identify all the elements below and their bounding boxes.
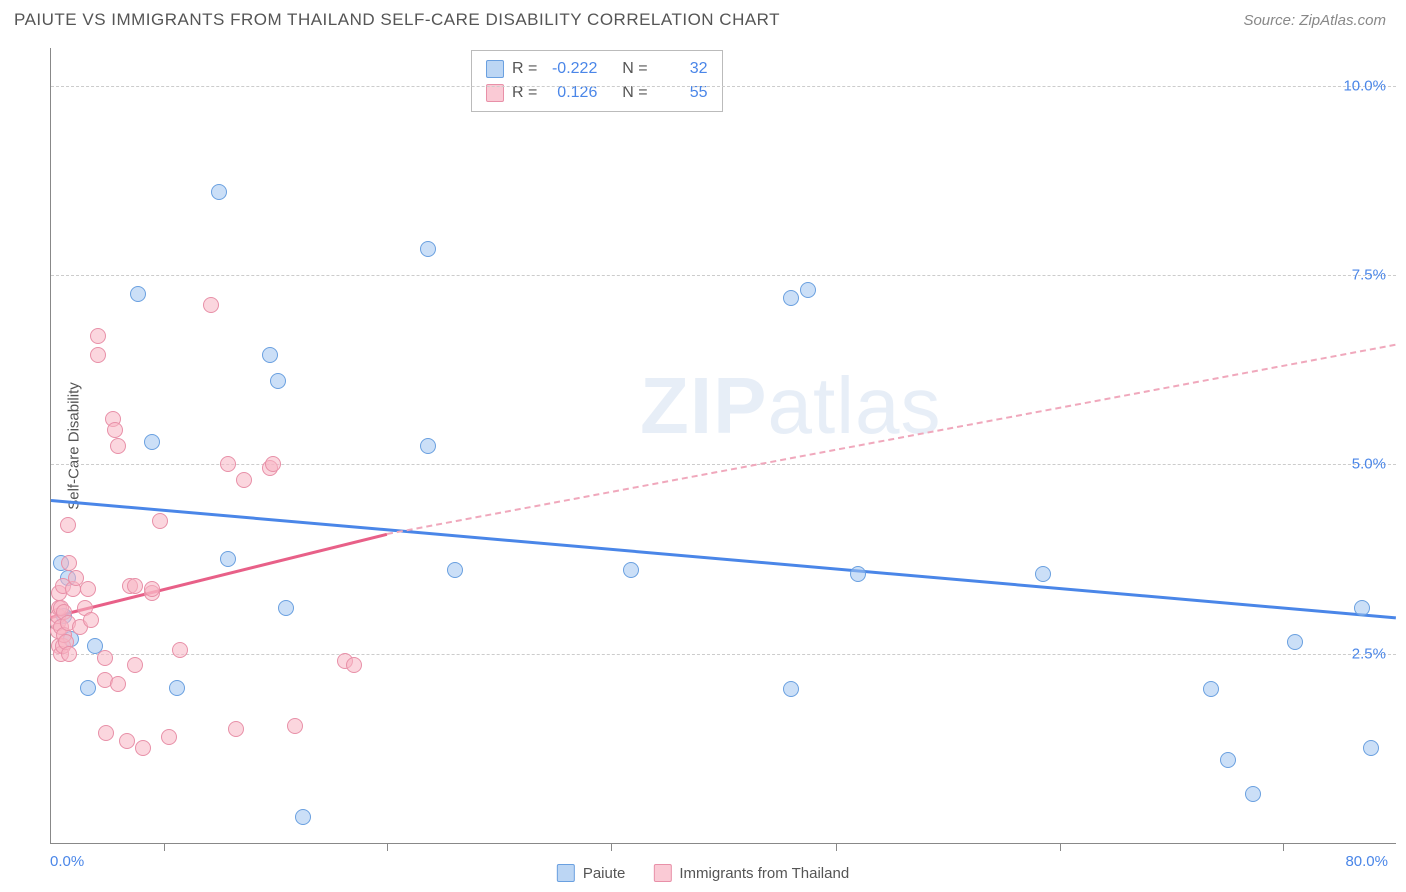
y-tick-label: 7.5% xyxy=(1352,267,1386,284)
data-point xyxy=(287,718,303,734)
x-tick xyxy=(1060,843,1061,851)
stats-row: R = -0.222 N = 32 xyxy=(486,57,708,81)
trend-line xyxy=(387,343,1396,534)
legend-item: Immigrants from Thailand xyxy=(653,864,849,882)
data-point xyxy=(623,562,639,578)
stats-row: R = 0.126 N = 55 xyxy=(486,81,708,105)
data-point xyxy=(98,725,114,741)
data-point xyxy=(61,555,77,571)
gridline xyxy=(51,464,1396,465)
stats-legend-box: R = -0.222 N = 32 R = 0.126 N = 55 xyxy=(471,50,723,112)
data-point xyxy=(83,612,99,628)
legend-label: Paiute xyxy=(583,865,626,882)
trend-line xyxy=(51,533,388,619)
data-point xyxy=(1220,752,1236,768)
data-point xyxy=(1287,634,1303,650)
data-point xyxy=(262,347,278,363)
chart-title: PAIUTE VS IMMIGRANTS FROM THAILAND SELF-… xyxy=(14,10,780,30)
data-point xyxy=(783,290,799,306)
x-tick xyxy=(611,843,612,851)
bottom-legend: Paiute Immigrants from Thailand xyxy=(557,864,849,882)
data-point xyxy=(130,286,146,302)
stat-label: N = xyxy=(622,57,647,81)
data-point xyxy=(144,434,160,450)
x-tick xyxy=(164,843,165,851)
data-point xyxy=(220,456,236,472)
data-point xyxy=(1354,600,1370,616)
data-point xyxy=(228,721,244,737)
data-point xyxy=(80,581,96,597)
y-tick-label: 2.5% xyxy=(1352,645,1386,662)
legend-label: Immigrants from Thailand xyxy=(679,865,849,882)
data-point xyxy=(1203,681,1219,697)
data-point xyxy=(1245,786,1261,802)
data-point xyxy=(783,681,799,697)
x-tick xyxy=(387,843,388,851)
gridline xyxy=(51,86,1396,87)
data-point xyxy=(172,642,188,658)
x-axis-min-label: 0.0% xyxy=(50,853,84,870)
data-point xyxy=(220,551,236,567)
data-point xyxy=(127,657,143,673)
data-point xyxy=(1363,740,1379,756)
data-point xyxy=(60,517,76,533)
data-point xyxy=(97,650,113,666)
data-point xyxy=(119,733,135,749)
data-point xyxy=(90,328,106,344)
gridline xyxy=(51,654,1396,655)
legend-item: Paiute xyxy=(557,864,626,882)
stat-label: R = xyxy=(512,81,537,105)
swatch-icon xyxy=(653,864,671,882)
data-point xyxy=(203,297,219,313)
data-point xyxy=(144,581,160,597)
data-point xyxy=(1035,566,1051,582)
data-point xyxy=(800,282,816,298)
data-point xyxy=(278,600,294,616)
stat-value: 32 xyxy=(656,57,708,81)
data-point xyxy=(61,646,77,662)
swatch-icon xyxy=(557,864,575,882)
data-point xyxy=(110,438,126,454)
chart-plot-area: ZIPatlas R = -0.222 N = 32 R = 0.126 N =… xyxy=(50,48,1396,844)
data-point xyxy=(169,680,185,696)
trend-line xyxy=(51,499,1396,619)
x-tick xyxy=(836,843,837,851)
data-point xyxy=(850,566,866,582)
stat-value: 55 xyxy=(656,81,708,105)
data-point xyxy=(270,373,286,389)
data-point xyxy=(420,241,436,257)
source-label: Source: ZipAtlas.com xyxy=(1243,12,1386,29)
data-point xyxy=(110,676,126,692)
y-tick-label: 10.0% xyxy=(1343,77,1386,94)
stat-value: 0.126 xyxy=(545,81,597,105)
x-axis-max-label: 80.0% xyxy=(1345,853,1388,870)
data-point xyxy=(236,472,252,488)
stat-value: -0.222 xyxy=(545,57,597,81)
data-point xyxy=(211,184,227,200)
data-point xyxy=(90,347,106,363)
y-tick-label: 5.0% xyxy=(1352,456,1386,473)
data-point xyxy=(265,456,281,472)
data-point xyxy=(420,438,436,454)
data-point xyxy=(295,809,311,825)
data-point xyxy=(127,578,143,594)
stat-label: R = xyxy=(512,57,537,81)
swatch-icon xyxy=(486,60,504,78)
data-point xyxy=(107,422,123,438)
stat-label: N = xyxy=(622,81,647,105)
x-tick xyxy=(1283,843,1284,851)
data-point xyxy=(161,729,177,745)
data-point xyxy=(447,562,463,578)
data-point xyxy=(152,513,168,529)
gridline xyxy=(51,275,1396,276)
data-point xyxy=(346,657,362,673)
data-point xyxy=(80,680,96,696)
data-point xyxy=(135,740,151,756)
